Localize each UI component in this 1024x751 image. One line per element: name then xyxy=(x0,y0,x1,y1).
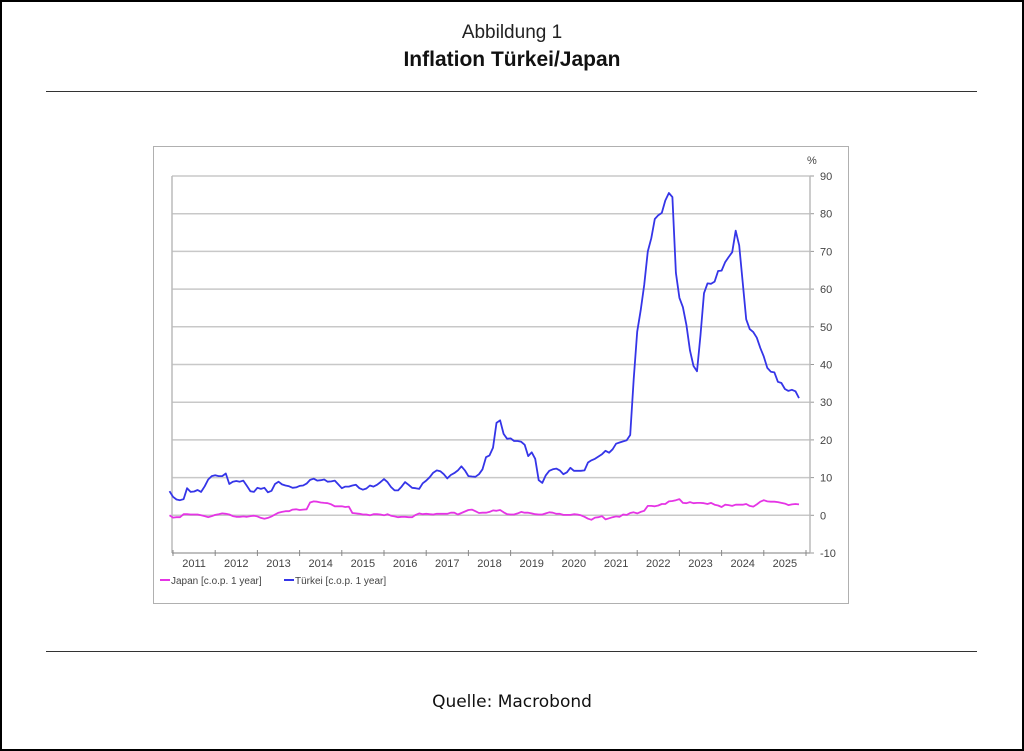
x-tick-label: 2017 xyxy=(435,558,459,570)
x-tick-label: 2021 xyxy=(604,558,628,570)
x-tick-label: 2015 xyxy=(351,558,375,570)
x-tick-label: 2025 xyxy=(773,558,797,570)
figure-title: Inflation Türkei/Japan xyxy=(403,48,621,71)
chart-container xyxy=(153,146,849,604)
y-tick-label: 30 xyxy=(820,397,832,409)
y-tick-label: 50 xyxy=(820,322,832,334)
legend-label: Türkei [c.o.p. 1 year] xyxy=(295,576,386,587)
y-tick-label: 0 xyxy=(820,510,826,522)
x-tick-label: 2018 xyxy=(477,558,501,570)
y-tick-label: 80 xyxy=(820,209,832,221)
y-tick-label: 40 xyxy=(820,360,832,372)
figure-label: Abbildung 1 xyxy=(461,22,563,43)
x-tick-label: 2013 xyxy=(266,558,290,570)
legend-label: Japan [c.o.p. 1 year] xyxy=(171,576,262,587)
source-note: Quelle: Macrobond xyxy=(432,692,592,712)
series-line-japan xyxy=(169,498,800,521)
y-tick-label: -10 xyxy=(820,548,836,560)
y-tick-label: 90 xyxy=(820,171,832,183)
x-tick-label: 2019 xyxy=(519,558,543,570)
y-tick-label: 60 xyxy=(820,284,832,296)
y-tick-label: 20 xyxy=(820,435,832,447)
x-tick-label: 2023 xyxy=(688,558,712,570)
x-tick-label: 2011 xyxy=(182,558,206,570)
x-tick-label: 2024 xyxy=(730,558,754,570)
series-line-tuerkei xyxy=(168,192,800,502)
x-tick-label: 2016 xyxy=(393,558,417,570)
x-tick-label: 2022 xyxy=(646,558,670,570)
top-divider xyxy=(46,91,977,92)
x-tick-label: 2012 xyxy=(224,558,248,570)
bottom-divider xyxy=(46,651,977,652)
x-tick-label: 2020 xyxy=(562,558,586,570)
y-tick-label: 70 xyxy=(820,246,832,258)
y-tick-label: 10 xyxy=(820,473,832,485)
y-axis-unit: % xyxy=(807,155,817,167)
x-tick-label: 2014 xyxy=(308,558,332,570)
